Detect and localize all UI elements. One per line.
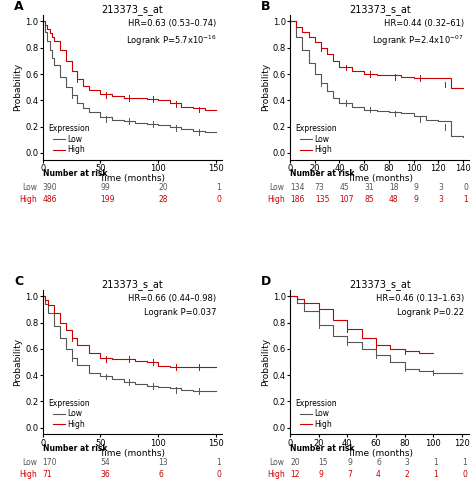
Text: 390: 390 — [43, 183, 57, 192]
Legend: Low, High: Low, High — [46, 123, 91, 156]
Text: HR=0.66 (0.44–0.98): HR=0.66 (0.44–0.98) — [128, 294, 217, 303]
Text: 54: 54 — [100, 458, 110, 467]
Text: HR=0.44 (0.32–61): HR=0.44 (0.32–61) — [384, 19, 464, 28]
Text: 6: 6 — [376, 458, 381, 467]
Text: 135: 135 — [315, 195, 329, 204]
Text: Logrank P=5.7x10$^{-16}$: Logrank P=5.7x10$^{-16}$ — [126, 34, 217, 48]
Y-axis label: Probability: Probability — [261, 338, 270, 386]
Text: Number at risk: Number at risk — [290, 169, 355, 178]
Text: 18: 18 — [389, 183, 399, 192]
Title: 213373_s_at: 213373_s_at — [349, 4, 410, 15]
Text: 3: 3 — [405, 458, 410, 467]
Text: Low: Low — [22, 183, 37, 192]
Text: A: A — [14, 0, 24, 13]
Text: C: C — [14, 275, 23, 288]
X-axis label: Time (months): Time (months) — [346, 174, 413, 183]
Text: 28: 28 — [158, 195, 168, 204]
Text: 85: 85 — [364, 195, 374, 204]
Text: 1: 1 — [216, 183, 221, 192]
Text: Logrank P=0.037: Logrank P=0.037 — [144, 309, 217, 317]
Y-axis label: Probability: Probability — [13, 63, 22, 111]
Text: 1: 1 — [463, 195, 468, 204]
Text: 15: 15 — [319, 458, 328, 467]
Text: 20: 20 — [158, 183, 168, 192]
Text: Low: Low — [270, 183, 285, 192]
Text: 73: 73 — [315, 183, 325, 192]
Text: 1: 1 — [433, 470, 438, 479]
Y-axis label: Probability: Probability — [261, 63, 270, 111]
Text: High: High — [19, 195, 37, 204]
X-axis label: Time (months): Time (months) — [99, 449, 165, 458]
Text: High: High — [267, 470, 285, 479]
Text: D: D — [261, 275, 272, 288]
Title: 213373_s_at: 213373_s_at — [349, 279, 410, 289]
Text: 0: 0 — [462, 470, 467, 479]
Text: Number at risk: Number at risk — [43, 444, 107, 453]
Text: 1: 1 — [216, 458, 221, 467]
Text: Number at risk: Number at risk — [43, 169, 107, 178]
Text: 3: 3 — [438, 195, 443, 204]
Text: 9: 9 — [347, 458, 352, 467]
Text: Number at risk: Number at risk — [290, 444, 355, 453]
X-axis label: Time (months): Time (months) — [99, 174, 165, 183]
Text: High: High — [19, 470, 37, 479]
Text: 45: 45 — [339, 183, 349, 192]
Text: 9: 9 — [414, 195, 419, 204]
Text: 0: 0 — [216, 195, 221, 204]
Text: 0: 0 — [216, 470, 221, 479]
Text: 1: 1 — [462, 458, 467, 467]
Text: 170: 170 — [43, 458, 57, 467]
Text: 486: 486 — [43, 195, 57, 204]
Title: 213373_s_at: 213373_s_at — [101, 279, 163, 289]
Text: 12: 12 — [290, 470, 300, 479]
Text: 3: 3 — [438, 183, 443, 192]
Y-axis label: Probability: Probability — [13, 338, 22, 386]
Text: 0: 0 — [463, 183, 468, 192]
Legend: Low, High: Low, High — [294, 397, 338, 430]
Text: 6: 6 — [158, 470, 163, 479]
Legend: Low, High: Low, High — [294, 123, 338, 156]
Text: 99: 99 — [100, 183, 110, 192]
Text: Logrank P=0.22: Logrank P=0.22 — [397, 309, 464, 317]
Text: 48: 48 — [389, 195, 399, 204]
Text: 107: 107 — [339, 195, 354, 204]
Text: 9: 9 — [319, 470, 324, 479]
Text: Low: Low — [270, 458, 285, 467]
Text: 2: 2 — [405, 470, 410, 479]
Text: Low: Low — [22, 458, 37, 467]
Text: 20: 20 — [290, 458, 300, 467]
Text: 13: 13 — [158, 458, 168, 467]
Text: 1: 1 — [433, 458, 438, 467]
Text: Logrank P=2.4x10$^{-07}$: Logrank P=2.4x10$^{-07}$ — [373, 34, 464, 48]
Text: High: High — [267, 195, 285, 204]
Text: 199: 199 — [100, 195, 115, 204]
Legend: Low, High: Low, High — [46, 397, 91, 430]
Title: 213373_s_at: 213373_s_at — [101, 4, 163, 15]
Text: B: B — [261, 0, 271, 13]
Text: HR=0.46 (0.13–1.63): HR=0.46 (0.13–1.63) — [375, 294, 464, 303]
X-axis label: Time (months): Time (months) — [346, 449, 413, 458]
Text: 71: 71 — [43, 470, 52, 479]
Text: 134: 134 — [290, 183, 304, 192]
Text: 186: 186 — [290, 195, 304, 204]
Text: HR=0.63 (0.53–0.74): HR=0.63 (0.53–0.74) — [128, 19, 217, 28]
Text: 4: 4 — [376, 470, 381, 479]
Text: 9: 9 — [414, 183, 419, 192]
Text: 36: 36 — [100, 470, 110, 479]
Text: 31: 31 — [364, 183, 374, 192]
Text: 7: 7 — [347, 470, 352, 479]
